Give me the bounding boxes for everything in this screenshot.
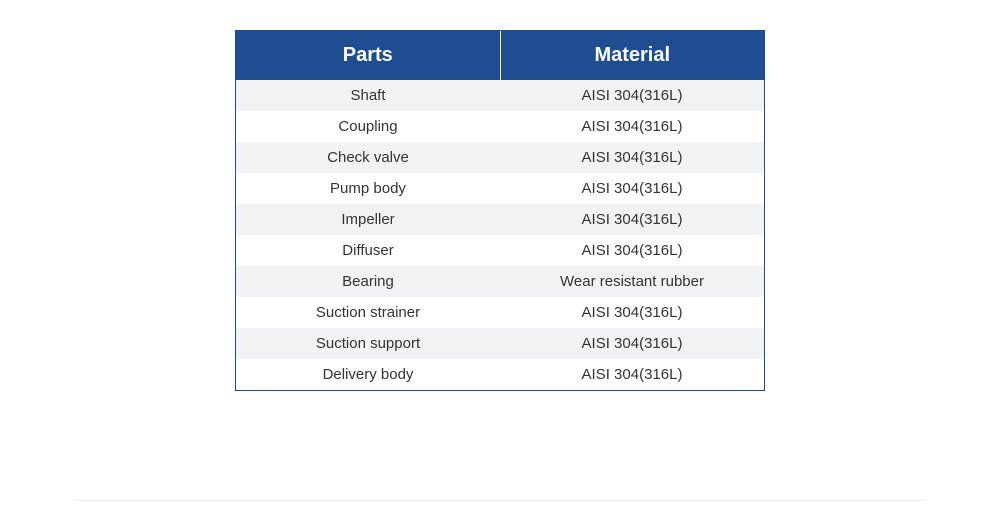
table-row: Diffuser AISI 304(316L): [236, 235, 764, 266]
cell-part: Bearing: [236, 266, 500, 297]
table-row: Shaft AISI 304(316L): [236, 80, 764, 111]
cell-part: Check valve: [236, 142, 500, 173]
cell-part: Pump body: [236, 173, 500, 204]
cell-material: AISI 304(316L): [500, 111, 764, 142]
cell-part: Delivery body: [236, 359, 500, 390]
table-body: Shaft AISI 304(316L) Coupling AISI 304(3…: [236, 80, 764, 390]
table-header: Parts Material: [236, 31, 764, 80]
cell-part: Coupling: [236, 111, 500, 142]
cell-material: AISI 304(316L): [500, 328, 764, 359]
section-divider: [75, 500, 925, 501]
cell-part: Suction support: [236, 328, 500, 359]
table-row: Pump body AISI 304(316L): [236, 173, 764, 204]
cell-material: AISI 304(316L): [500, 204, 764, 235]
cell-part: Suction strainer: [236, 297, 500, 328]
table-row: Bearing Wear resistant rubber: [236, 266, 764, 297]
cell-part: Impeller: [236, 204, 500, 235]
table-row: Delivery body AISI 304(316L): [236, 359, 764, 390]
table-row: Coupling AISI 304(316L): [236, 111, 764, 142]
header-parts: Parts: [236, 31, 501, 80]
table-row: Impeller AISI 304(316L): [236, 204, 764, 235]
cell-material: AISI 304(316L): [500, 173, 764, 204]
table-row: Suction support AISI 304(316L): [236, 328, 764, 359]
cell-part: Shaft: [236, 80, 500, 111]
cell-material: AISI 304(316L): [500, 142, 764, 173]
materials-table: Parts Material Shaft AISI 304(316L) Coup…: [235, 30, 765, 391]
cell-material: AISI 304(316L): [500, 80, 764, 111]
cell-material: AISI 304(316L): [500, 235, 764, 266]
header-material: Material: [501, 31, 765, 80]
cell-material: AISI 304(316L): [500, 359, 764, 390]
cell-material: Wear resistant rubber: [500, 266, 764, 297]
table-row: Check valve AISI 304(316L): [236, 142, 764, 173]
cell-material: AISI 304(316L): [500, 297, 764, 328]
table-row: Suction strainer AISI 304(316L): [236, 297, 764, 328]
cell-part: Diffuser: [236, 235, 500, 266]
